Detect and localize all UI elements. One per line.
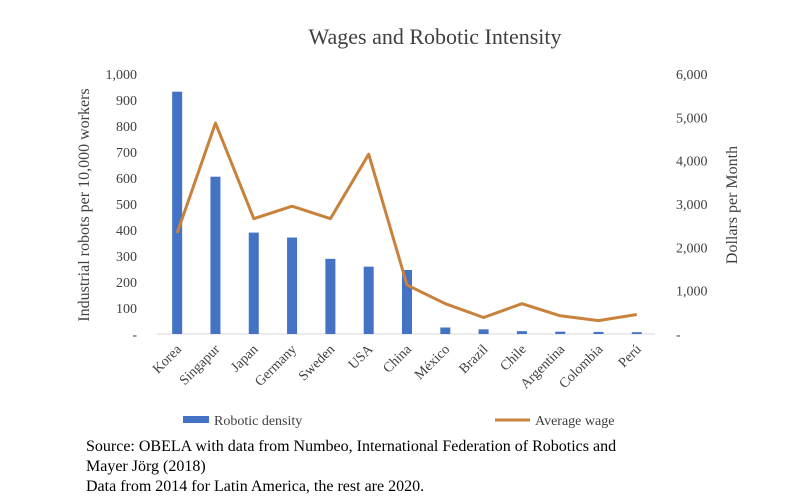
bar-robotic-density [555, 331, 566, 334]
y2-tick-label: 5,000 [676, 111, 708, 126]
x-tick-label: China [381, 342, 416, 377]
y-tick-label: 100 [116, 302, 137, 317]
y-tick-label: - [132, 328, 137, 343]
bar-robotic-density [363, 266, 374, 334]
y-tick-label: 800 [116, 120, 137, 135]
x-tick-label: Japan [228, 342, 261, 375]
y-tick-label: 200 [116, 276, 137, 291]
x-tick-label: USA [346, 342, 377, 373]
legend-label-average-wage: Average wage [535, 414, 614, 429]
bar-robotic-density [516, 331, 527, 334]
x-tick-label: Sweden [296, 342, 338, 384]
source-line-3: Data from 2014 for Latin America, the re… [86, 478, 425, 495]
x-tick-label: Chile [498, 342, 530, 374]
chart-title: Wages and Robotic Intensity [308, 24, 561, 49]
plot-area: - 100 200 300 400 500 600 700 800 900 1,000 - 1,000 2… [106, 68, 708, 429]
bar-robotic-density [210, 176, 221, 334]
y-tick-label: 900 [116, 94, 137, 109]
source-line-2: Mayer Jörg (2018) [86, 458, 206, 475]
y2-tick-label: 1,000 [676, 285, 708, 300]
y2-tick-label: 6,000 [676, 68, 708, 83]
source-note: Source: OBELA with data from Numbeo, Int… [86, 437, 786, 497]
x-tick-label: Germany [252, 342, 299, 389]
y2-axis-label: Dollars per Month [724, 146, 741, 264]
bar-robotic-density [631, 332, 642, 334]
x-tick-label: Korea [150, 342, 185, 377]
y-tick-label: 300 [116, 250, 137, 265]
bar-robotic-density [402, 270, 412, 334]
x-tick-label: México [412, 342, 453, 383]
y2-tick-label: - [676, 328, 681, 343]
bar-robotic-density [248, 232, 259, 334]
x-tick-label: Singapur [177, 342, 224, 389]
y-axis-label: Industrial robots per 10,000 workers [76, 88, 93, 321]
bar-robotic-density [593, 331, 604, 334]
y-tick-label: 1,000 [106, 68, 138, 83]
source-line-1: Source: OBELA with data from Numbeo, Int… [86, 438, 617, 455]
bar-robotic-density [478, 329, 489, 334]
y-tick-label: 400 [116, 224, 137, 239]
line-average-wage [175, 121, 638, 323]
bar-robotic-density [172, 91, 183, 335]
legend-label-robotic-density: Robotic density [214, 414, 302, 429]
x-tick-label: Perú [616, 342, 645, 371]
y-tick-label: 600 [116, 172, 137, 187]
y2-tick-label: 4,000 [676, 155, 708, 170]
y2-tick-label: 3,000 [676, 198, 708, 213]
legend-swatch-robotic-density [183, 416, 209, 423]
bar-robotic-density [440, 327, 451, 334]
bar-robotic-density [325, 258, 336, 334]
x-tick-label: Brazil [457, 342, 492, 377]
bar-robotic-density [287, 237, 298, 334]
y2-tick-label: 2,000 [676, 241, 708, 256]
y-tick-label: 700 [116, 146, 137, 161]
y-tick-label: 500 [116, 198, 137, 213]
chart: Wages and Robotic Intensity Industrial r… [76, 24, 741, 429]
